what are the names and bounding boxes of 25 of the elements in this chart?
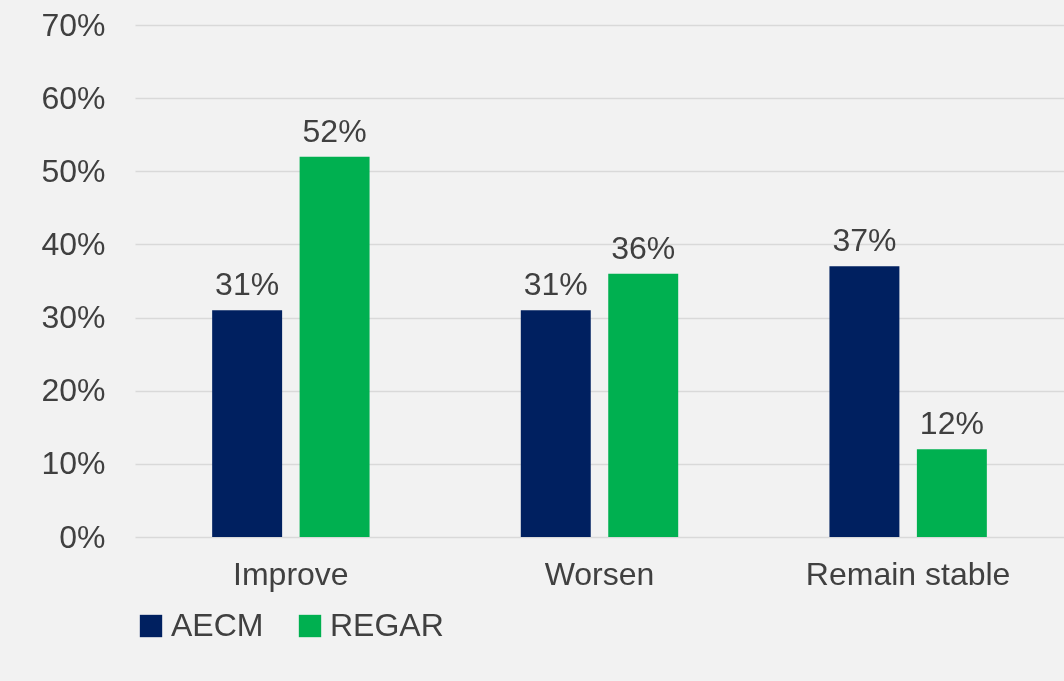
y-tick-label: 20% — [41, 372, 106, 409]
bar — [299, 156, 370, 537]
y-tick-label: 60% — [41, 79, 106, 116]
data-label: 12% — [919, 405, 984, 442]
bar — [916, 449, 987, 537]
data-label: 31% — [215, 266, 280, 303]
y-tick-label: 70% — [41, 6, 106, 43]
x-tick-label: Improve — [233, 555, 349, 592]
y-tick-label: 0% — [59, 518, 106, 555]
bar — [608, 273, 679, 537]
data-label: 37% — [832, 222, 897, 259]
data-label: 36% — [611, 229, 676, 266]
y-tick-label: 10% — [41, 445, 106, 482]
y-tick-label: 50% — [41, 152, 106, 189]
bar — [520, 310, 591, 537]
bar — [212, 310, 283, 537]
legend-label: AECM — [171, 607, 264, 643]
legend-label: REGAR — [330, 607, 444, 643]
data-label: 31% — [523, 266, 588, 303]
x-tick-label: Remain stable — [805, 555, 1011, 592]
bar — [829, 266, 900, 537]
y-tick-label: 40% — [41, 225, 106, 262]
x-tick-label: Worsen — [544, 555, 655, 592]
y-tick-label: 30% — [41, 299, 106, 336]
data-label: 52% — [302, 112, 367, 149]
